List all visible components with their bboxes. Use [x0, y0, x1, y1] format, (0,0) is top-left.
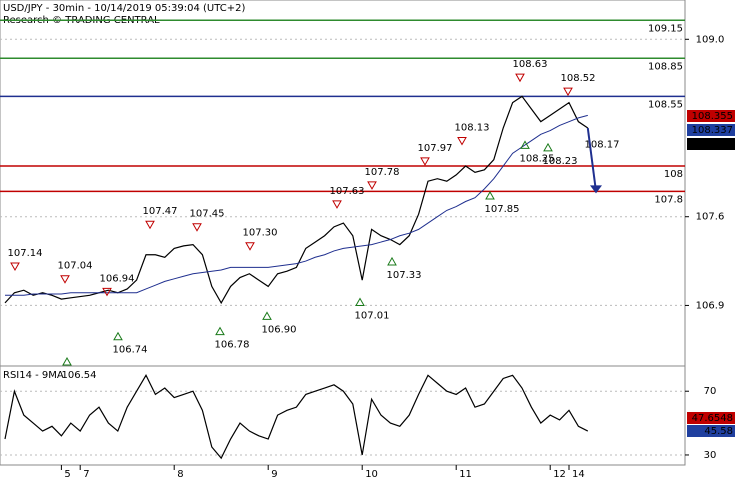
support-label: 106.78: [215, 340, 250, 351]
resistance-label: 107.63: [330, 186, 365, 197]
resistance-marker: [102, 287, 112, 297]
x-tick-label: 12: [553, 469, 566, 480]
price-tag-label: 47.6548: [692, 413, 733, 424]
x-tick-label: 9: [271, 469, 277, 480]
level-label: 108: [664, 169, 683, 180]
x-tick-label: 10: [365, 469, 378, 480]
level-label: 108.85: [648, 61, 683, 72]
level-label: 107.8: [654, 194, 683, 205]
resistance-marker: [245, 242, 255, 251]
resistance-marker: [60, 275, 70, 284]
target-arrow: [586, 127, 597, 192]
resistance-label: 107.30: [243, 228, 278, 239]
resistance-marker: [563, 87, 573, 97]
x-tick-label: 7: [83, 469, 89, 480]
price-tag: [687, 138, 735, 150]
support-label: 107.85: [485, 204, 520, 215]
target-label: 108.17: [585, 139, 620, 150]
support-label: 108.25: [520, 153, 555, 164]
resistance-label: 107.45: [190, 209, 225, 220]
resistance-marker: [515, 73, 525, 83]
resistance-label: 107.14: [8, 248, 43, 259]
series-line: [4, 95, 589, 305]
support-label: 107.01: [355, 310, 390, 321]
support-marker: [215, 326, 225, 336]
support-marker: [485, 191, 495, 200]
resistance-label: 107.78: [365, 167, 400, 178]
chart-title: USD/JPY - 30min - 10/14/2019 05:39:04 (U…: [3, 3, 245, 14]
y-tick-label: 106.9: [696, 300, 725, 311]
resistance-marker: [145, 220, 155, 230]
price-tag-label: 108.355: [692, 111, 733, 122]
y-tick-label: 109.0: [696, 34, 725, 45]
y-tick-label: 107.6: [696, 212, 725, 223]
resistance-label: 107.04: [58, 261, 93, 272]
price-tag: [687, 124, 735, 136]
price-tag: [687, 412, 735, 424]
price-tag-label: 108.3: [704, 139, 733, 150]
x-tick-label: 11: [459, 469, 472, 480]
support-marker: [113, 331, 123, 341]
support-label: 106.74: [113, 345, 148, 356]
support-marker: [262, 311, 272, 320]
resistance-label: 108.63: [513, 59, 548, 70]
resistance-marker: [420, 157, 430, 166]
level-label: 108.55: [648, 99, 683, 110]
support-marker: [387, 256, 397, 266]
support-marker: [355, 297, 365, 306]
x-tick-label: 8: [177, 469, 183, 480]
resistance-label: 106.94: [100, 273, 135, 284]
support-label: 107.33: [387, 270, 422, 281]
series-line: [4, 374, 589, 460]
price-tag: [687, 110, 735, 122]
price-tag: [687, 425, 735, 437]
resistance-marker: [10, 262, 20, 272]
price-tag-label: 108.337: [692, 125, 733, 136]
support-label: 106.90: [262, 324, 297, 335]
resistance-label: 107.47: [143, 206, 178, 217]
support-marker: [543, 142, 553, 152]
support-label: 106.54: [62, 370, 97, 381]
support-marker: [520, 140, 530, 149]
resistance-marker: [457, 137, 467, 146]
support-marker: [62, 357, 72, 366]
x-tick-label: 14: [572, 469, 585, 480]
resistance-marker: [192, 223, 202, 232]
y-tick-label: 70: [704, 386, 717, 397]
plot-frame: [0, 0, 686, 466]
resistance-marker: [332, 200, 342, 209]
resistance-label: 107.97: [418, 143, 453, 154]
series-line: [5, 114, 588, 296]
x-tick-label: 5: [64, 469, 70, 480]
target-arrowhead: [590, 185, 602, 194]
support-label: 108.23: [543, 156, 578, 167]
rsi-title: RSI14 - 9MA: [3, 370, 64, 381]
resistance-label: 108.52: [561, 73, 596, 84]
resistance-label: 108.13: [455, 123, 490, 134]
level-label: 109.15: [648, 23, 683, 34]
y-tick-label: 30: [704, 450, 717, 461]
price-tag-label: 45.58: [704, 426, 733, 437]
resistance-marker: [367, 181, 377, 190]
